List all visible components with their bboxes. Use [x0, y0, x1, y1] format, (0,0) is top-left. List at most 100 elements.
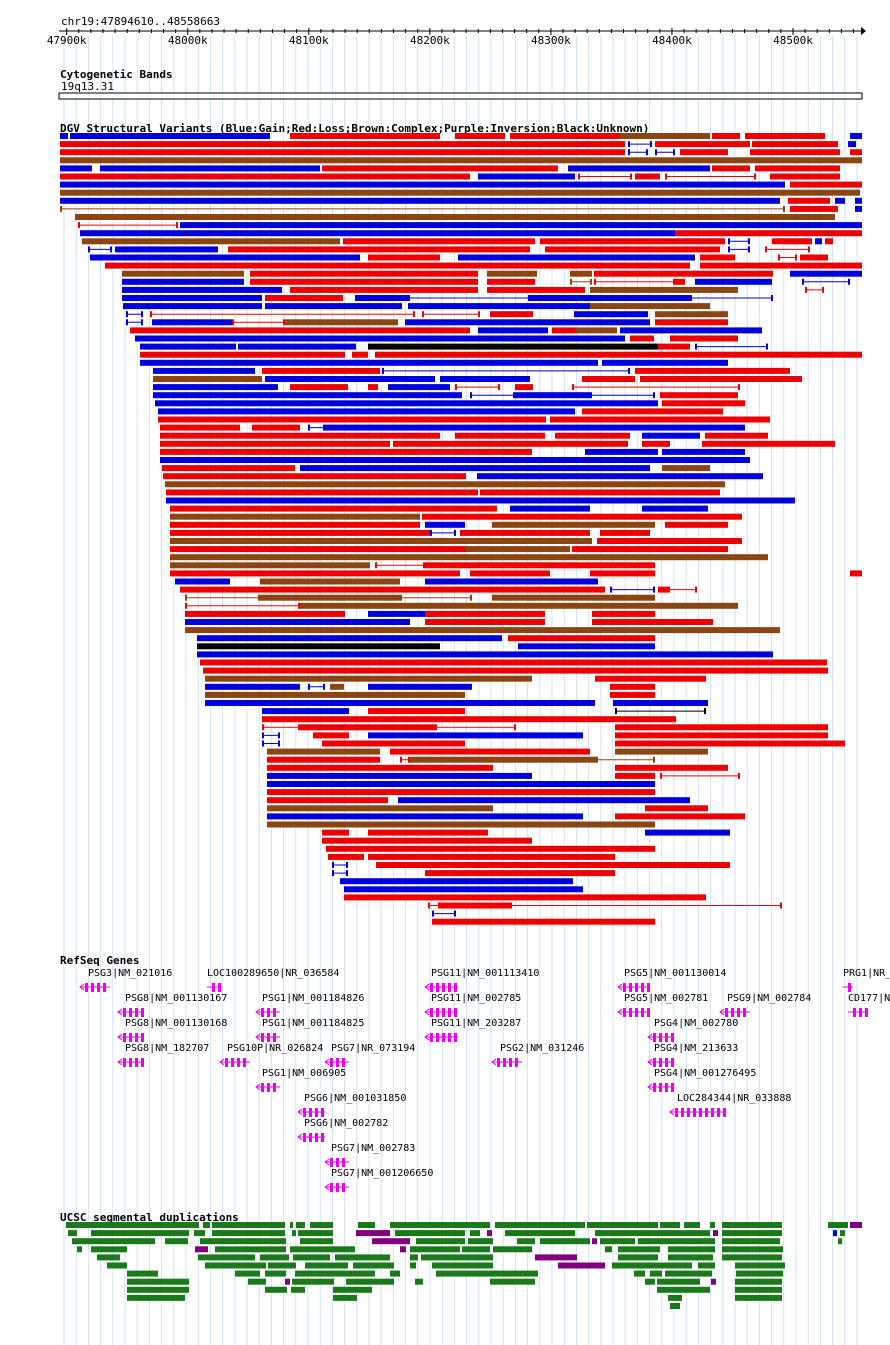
- dgv-variant[interactable]: [510, 505, 590, 512]
- dgv-variant[interactable]: [393, 440, 628, 447]
- dgv-variant[interactable]: [405, 319, 650, 326]
- dgv-variant[interactable]: [855, 197, 862, 204]
- segdup-feature[interactable]: [517, 1238, 535, 1245]
- dgv-variant[interactable]: [590, 303, 710, 310]
- segdup-feature[interactable]: [353, 1262, 394, 1269]
- dgv-variant[interactable]: [166, 497, 795, 504]
- dgv-variant[interactable]: [60, 173, 470, 180]
- dgv-variant[interactable]: [170, 529, 430, 536]
- refseq-gene[interactable]: PSG6|NM_001031850: [297, 1093, 406, 1117]
- dgv-variant[interactable]: [267, 772, 532, 779]
- segdup-feature[interactable]: [595, 1230, 710, 1237]
- dgv-variant[interactable]: [615, 732, 828, 739]
- dgv-variant[interactable]: [430, 529, 456, 536]
- dgv-variant[interactable]: [610, 683, 655, 690]
- dgv-variant[interactable]: [574, 311, 648, 318]
- segdup-feature[interactable]: [235, 1270, 260, 1277]
- dgv-variant[interactable]: [487, 278, 535, 285]
- dgv-variant[interactable]: [368, 853, 615, 860]
- dgv-variant[interactable]: [170, 562, 370, 569]
- dgv-variant[interactable]: [290, 133, 440, 139]
- dgv-variant[interactable]: [615, 772, 655, 779]
- segdup-feature[interactable]: [260, 1254, 289, 1261]
- dgv-variant[interactable]: [160, 424, 240, 431]
- dgv-variant[interactable]: [620, 133, 710, 139]
- segdup-feature[interactable]: [487, 1230, 492, 1237]
- segdup-feature[interactable]: [540, 1238, 590, 1245]
- dgv-variant[interactable]: [645, 805, 708, 812]
- dgv-variant[interactable]: [800, 254, 828, 261]
- segdup-feature[interactable]: [91, 1230, 189, 1237]
- dgv-variant[interactable]: [695, 278, 772, 285]
- dgv-variant[interactable]: [487, 270, 537, 277]
- dgv-variant[interactable]: [478, 173, 575, 180]
- segdup-feature[interactable]: [840, 1230, 845, 1237]
- segdup-feature[interactable]: [668, 1254, 713, 1261]
- dgv-variant[interactable]: [267, 797, 388, 804]
- segdup-feature[interactable]: [612, 1262, 692, 1269]
- dgv-variant[interactable]: [165, 481, 725, 488]
- dgv-variant[interactable]: [332, 870, 348, 877]
- dgv-variant[interactable]: [155, 400, 658, 407]
- dgv-variant[interactable]: [170, 546, 466, 553]
- dgv-variant[interactable]: [594, 278, 675, 285]
- dgv-variant[interactable]: [352, 351, 368, 358]
- dgv-variant[interactable]: [750, 149, 840, 156]
- dgv-variant[interactable]: [344, 894, 706, 901]
- dgv-variant[interactable]: [600, 529, 650, 536]
- dgv-variant[interactable]: [158, 408, 575, 415]
- refseq-gene[interactable]: PSG9|NM_002784: [719, 993, 811, 1017]
- segdup-feature[interactable]: [410, 1254, 418, 1261]
- refseq-gene[interactable]: PSG7|NM_002783: [324, 1143, 415, 1167]
- dgv-variant[interactable]: [267, 764, 493, 771]
- dgv-variant[interactable]: [60, 197, 780, 204]
- refseq-gene[interactable]: PSG8|NM_001130168: [117, 1018, 227, 1042]
- refseq-gene[interactable]: PSG3|NM_021016: [79, 968, 172, 992]
- dgv-variant[interactable]: [595, 675, 706, 682]
- dgv-variant[interactable]: [382, 367, 630, 374]
- segdup-feature[interactable]: [333, 1286, 372, 1293]
- dgv-variant[interactable]: [265, 295, 343, 301]
- dgv-variant[interactable]: [340, 878, 573, 885]
- dgv-variant[interactable]: [610, 586, 655, 593]
- dgv-variant[interactable]: [765, 246, 810, 253]
- dgv-variant[interactable]: [410, 756, 596, 763]
- segdup-feature[interactable]: [310, 1222, 333, 1228]
- dgv-variant[interactable]: [123, 303, 262, 310]
- refseq-gene[interactable]: PSG5|NM_002781: [617, 993, 708, 1017]
- segdup-feature[interactable]: [421, 1254, 493, 1261]
- dgv-variant[interactable]: [835, 197, 845, 204]
- dgv-variant[interactable]: [530, 295, 690, 301]
- segdup-feature[interactable]: [838, 1238, 842, 1245]
- dgv-variant[interactable]: [185, 619, 410, 625]
- dgv-variant[interactable]: [260, 578, 400, 585]
- segdup-feature[interactable]: [432, 1262, 493, 1269]
- dgv-variant[interactable]: [540, 238, 725, 245]
- dgv-variant[interactable]: [510, 133, 620, 139]
- segdup-feature[interactable]: [194, 1230, 205, 1237]
- dgv-variant[interactable]: [262, 724, 300, 731]
- refseq-gene[interactable]: PSG8|NM_001130167: [117, 993, 227, 1017]
- dgv-variant[interactable]: [655, 311, 728, 318]
- dgv-variant[interactable]: [375, 351, 862, 358]
- segdup-feature[interactable]: [698, 1262, 715, 1269]
- dgv-variant[interactable]: [658, 586, 668, 593]
- dgv-variant[interactable]: [645, 829, 730, 836]
- dgv-variant[interactable]: [265, 376, 435, 382]
- segdup-feature[interactable]: [335, 1254, 390, 1261]
- dgv-variant[interactable]: [440, 902, 510, 909]
- dgv-variant[interactable]: [470, 570, 550, 577]
- segdup-feature[interactable]: [298, 1230, 333, 1237]
- dgv-variant[interactable]: [200, 659, 827, 666]
- dgv-variant[interactable]: [518, 643, 595, 650]
- dgv-variant[interactable]: [575, 327, 617, 334]
- dgv-variant[interactable]: [515, 384, 533, 391]
- dgv-variant[interactable]: [597, 538, 742, 544]
- segdup-feature[interactable]: [711, 1278, 716, 1285]
- segdup-feature[interactable]: [833, 1230, 837, 1237]
- dgv-variant[interactable]: [662, 465, 710, 472]
- dgv-variant[interactable]: [850, 570, 862, 577]
- dgv-variant[interactable]: [628, 141, 652, 148]
- dgv-variant[interactable]: [400, 594, 472, 601]
- segdup-feature[interactable]: [295, 1270, 375, 1277]
